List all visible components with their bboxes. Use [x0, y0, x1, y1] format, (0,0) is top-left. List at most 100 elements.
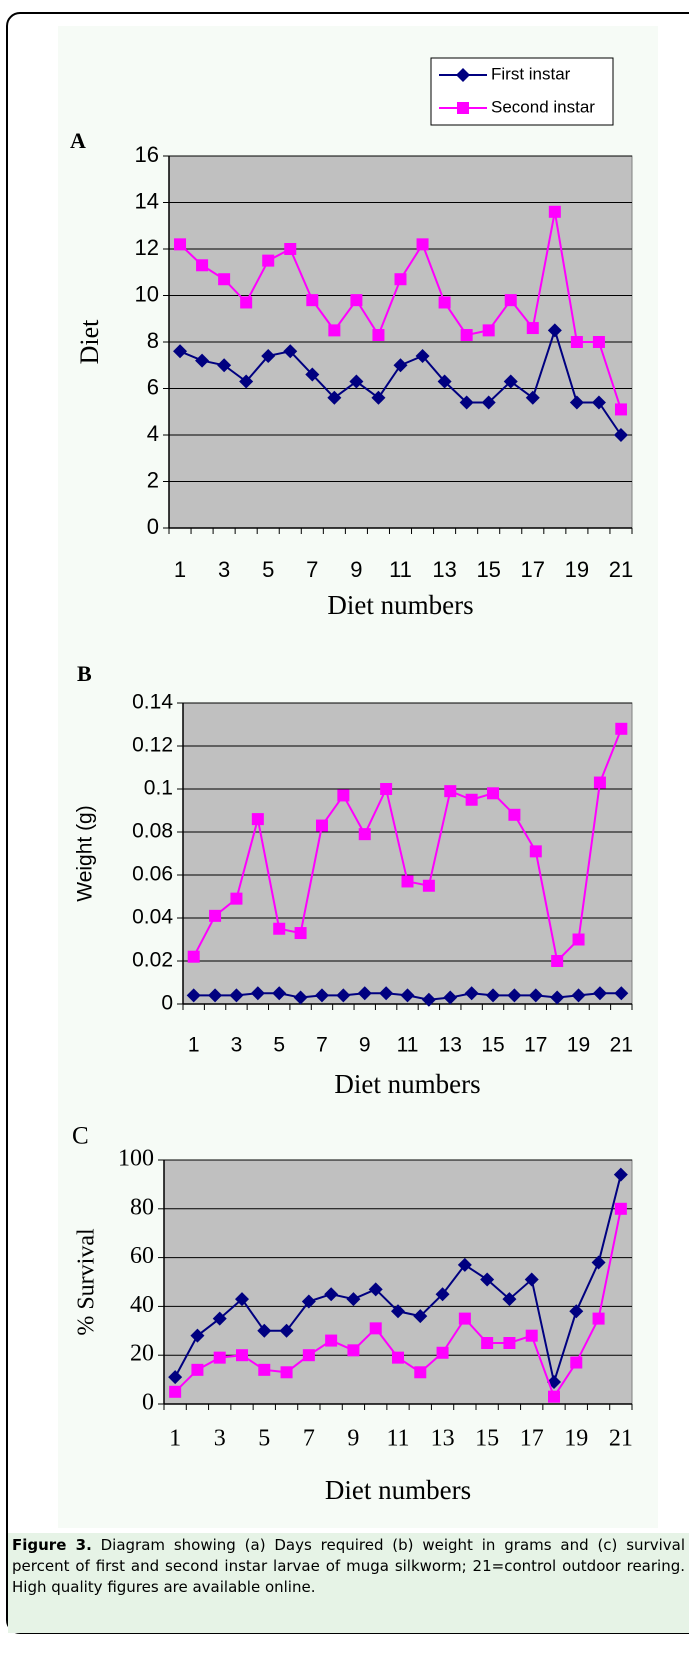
x-tick-label: 5 [262, 557, 274, 582]
x-tick-label: 21 [609, 1426, 633, 1452]
marker [358, 828, 371, 841]
marker [570, 336, 583, 348]
marker [591, 395, 606, 410]
marker [346, 1292, 361, 1307]
marker [481, 395, 496, 410]
x-tick-label: 1 [188, 1034, 200, 1057]
y-tick-label: 0.14 [132, 691, 173, 714]
marker [257, 1323, 272, 1338]
marker [191, 1363, 204, 1376]
y-axis-label: Weight (g) [74, 805, 97, 901]
panel-label: C [72, 1123, 89, 1150]
y-tick-label: 60 [130, 1243, 154, 1269]
y-tick-label: 10 [135, 281, 159, 306]
x-tick-label: 15 [481, 1034, 504, 1057]
marker [502, 1292, 517, 1307]
marker [435, 1287, 450, 1302]
x-tick-label: 21 [609, 557, 633, 582]
y-tick-label: 6 [147, 374, 159, 399]
x-tick-label: 11 [389, 557, 412, 582]
marker [438, 296, 451, 309]
marker [459, 395, 474, 410]
marker [213, 1351, 226, 1364]
marker [569, 1304, 584, 1319]
x-tick-label: 17 [524, 1034, 547, 1057]
legend-label: First instar [491, 64, 571, 83]
marker [302, 1349, 315, 1362]
marker [525, 390, 540, 405]
marker [258, 1363, 271, 1376]
y-tick-label: 0.02 [132, 949, 173, 972]
x-tick-label: 11 [386, 1426, 409, 1452]
panel-label: A [70, 128, 86, 153]
marker [357, 986, 372, 1001]
y-tick-label: 0 [161, 992, 173, 1015]
marker [569, 395, 584, 410]
marker [305, 367, 320, 382]
marker [208, 988, 223, 1003]
marker [508, 808, 521, 821]
marker [174, 238, 187, 251]
plot-area [163, 1159, 633, 1405]
marker [524, 1272, 539, 1287]
x-tick-label: 11 [397, 1034, 419, 1057]
marker [416, 238, 429, 251]
y-axis-label: % Survival [74, 1228, 100, 1336]
caption-text: Diagram showing (a) Days required (b) we… [12, 1536, 685, 1596]
x-tick-label: 3 [231, 1034, 243, 1057]
marker [371, 390, 386, 405]
x-tick-label: 19 [565, 557, 589, 582]
marker [391, 1304, 405, 1319]
y-tick-label: 0.12 [132, 734, 173, 757]
marker [415, 348, 430, 363]
marker [368, 1282, 383, 1297]
marker [324, 1287, 339, 1302]
marker [301, 1294, 316, 1309]
marker [457, 1257, 472, 1272]
marker [413, 1309, 428, 1324]
x-tick-label: 3 [214, 1426, 226, 1452]
marker [369, 1322, 382, 1335]
marker [218, 273, 231, 286]
caption: Figure 3. Diagram showing (a) Days requi… [8, 1533, 689, 1633]
marker [464, 986, 479, 1001]
marker [480, 1272, 495, 1287]
marker [190, 1328, 205, 1343]
marker [186, 988, 201, 1003]
marker [392, 1351, 404, 1364]
marker [465, 793, 478, 806]
marker [284, 243, 297, 255]
y-tick-label: 16 [135, 142, 159, 167]
x-tick-label: 9 [350, 557, 362, 582]
marker [336, 988, 351, 1003]
x-axis-label: Diet numbers [327, 590, 473, 620]
marker [615, 722, 628, 735]
marker [457, 102, 469, 114]
y-tick-label: 14 [135, 188, 159, 213]
x-tick-label: 9 [359, 1034, 371, 1057]
x-axis-label: Diet numbers [334, 1069, 480, 1099]
marker [570, 1356, 583, 1369]
marker [306, 294, 319, 307]
marker [526, 322, 539, 335]
marker [421, 992, 436, 1007]
marker [251, 813, 264, 826]
marker [437, 374, 452, 389]
marker [400, 988, 415, 1003]
marker [436, 1346, 449, 1359]
y-tick-label: 0.1 [144, 777, 173, 800]
x-tick-label: 3 [218, 557, 230, 582]
marker [236, 1349, 248, 1362]
marker [328, 324, 341, 337]
marker [504, 294, 517, 307]
y-tick-label: 8 [147, 328, 159, 353]
x-axis-label: Diet numbers [325, 1475, 471, 1505]
marker [283, 344, 298, 359]
marker [379, 986, 394, 1001]
marker [528, 988, 543, 1003]
marker [456, 68, 470, 82]
marker [372, 329, 385, 342]
marker [571, 988, 586, 1003]
